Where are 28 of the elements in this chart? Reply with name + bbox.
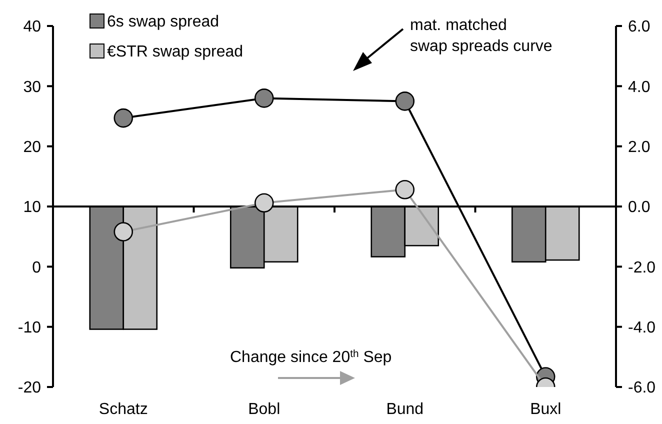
y2-tick-label: 6.0 (628, 18, 650, 36)
annotation: Change since 20$^{th}$ Sep (230, 348, 392, 366)
x-tick-label: Bund (386, 401, 424, 418)
y-tick-label: -20 (18, 380, 42, 397)
y-tick-label: 30 (23, 78, 42, 96)
legend-label: €STR swap spread (107, 44, 244, 61)
y2-tick-label: 0.0 (628, 199, 650, 216)
point (254, 88, 274, 108)
point (254, 193, 274, 213)
x-tick-label: Schatz (98, 401, 148, 418)
y-tick-label: 40 (23, 18, 42, 36)
y-tick-label: -10 (18, 319, 42, 336)
y2-tick-label: -2.0 (628, 259, 656, 276)
y2-tick-label: 4.0 (628, 78, 650, 96)
x-tick-label: Bobl (248, 401, 280, 418)
y-tick-label: 20 (23, 138, 42, 156)
y2-tick-label: -6.0 (628, 380, 656, 397)
point (395, 92, 415, 111)
point (114, 222, 134, 242)
y2-tick-label: 2.0 (628, 138, 650, 156)
legend-label: 6s swap spread (107, 14, 220, 31)
point (114, 108, 134, 128)
y2-tick-label: -4.0 (628, 319, 656, 336)
y-tick-label: 10 (23, 199, 42, 216)
x-tick-label: Buxl (530, 401, 562, 418)
y-tick-label: 0 (32, 259, 42, 276)
point (395, 180, 415, 200)
annotation: mat. matched swap spreads curve (410, 17, 552, 55)
